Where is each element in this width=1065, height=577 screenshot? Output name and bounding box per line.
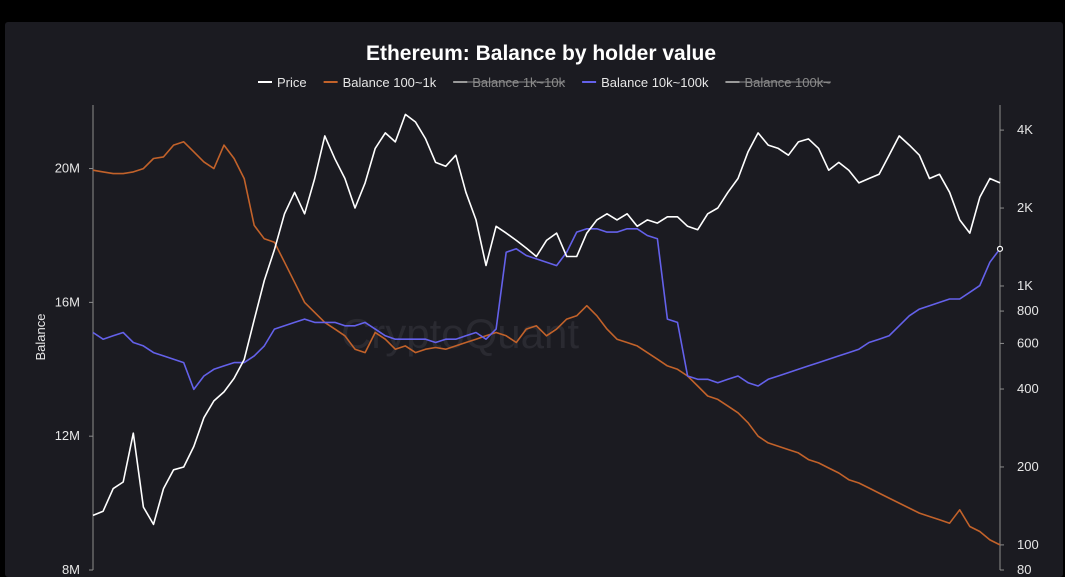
left-tick-12m: 12M — [55, 428, 80, 443]
right-tick-600: 600 — [1017, 335, 1039, 350]
right-tick-2k: 2K — [1017, 200, 1033, 215]
series-line-balance-10k-100k — [92, 228, 1001, 391]
legend-item-balance-10k-100k[interactable]: Balance 10k~100k — [582, 75, 709, 90]
right-tick-80: 80 — [1017, 562, 1031, 577]
y-axis-label: Balance — [33, 314, 48, 361]
chart-panel — [5, 22, 1063, 577]
legend-label: Balance 10k~100k — [601, 75, 709, 90]
series-line-price — [92, 113, 1001, 526]
right-tick-200: 200 — [1017, 459, 1039, 474]
right-tick-800: 800 — [1017, 303, 1039, 318]
left-tick-8m: 8M — [62, 562, 80, 577]
legend: Price Balance 100~1k Balance 1k~10k Balance… — [258, 75, 831, 90]
right-tick-100: 100 — [1017, 537, 1039, 552]
series-line-balance-100-1k — [92, 141, 1001, 546]
left-axis-ticks: 8M 12M 16M 20M — [55, 161, 93, 577]
legend-item-balance-100k[interactable]: Balance 100k~ — [725, 75, 831, 90]
legend-label: Price — [277, 75, 307, 90]
legend-item-balance-1k-10k[interactable]: Balance 1k~10k — [453, 75, 566, 90]
series-end-marker — [996, 245, 1004, 252]
right-tick-1k: 1K — [1017, 278, 1033, 293]
series-layer — [92, 113, 1004, 546]
legend-item-price[interactable]: Price — [258, 75, 307, 90]
left-tick-16m: 16M — [55, 294, 80, 309]
chart-title: Ethereum: Balance by holder value — [366, 42, 716, 65]
right-axis-ticks: 80 100 200 400 600 800 1K 2K 4K — [1000, 122, 1039, 577]
legend-label: Balance 100~1k — [343, 75, 437, 90]
legend-item-balance-100-1k[interactable]: Balance 100~1k — [323, 75, 437, 90]
right-tick-4k: 4K — [1017, 122, 1033, 137]
right-tick-400: 400 — [1017, 381, 1039, 396]
left-tick-20m: 20M — [55, 161, 80, 176]
